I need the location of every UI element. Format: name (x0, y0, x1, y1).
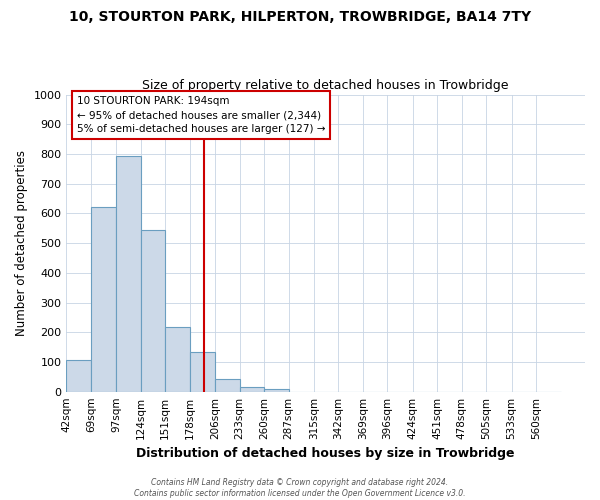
X-axis label: Distribution of detached houses by size in Trowbridge: Distribution of detached houses by size … (136, 447, 515, 460)
Text: 10, STOURTON PARK, HILPERTON, TROWBRIDGE, BA14 7TY: 10, STOURTON PARK, HILPERTON, TROWBRIDGE… (69, 10, 531, 24)
Text: Contains HM Land Registry data © Crown copyright and database right 2024.
Contai: Contains HM Land Registry data © Crown c… (134, 478, 466, 498)
Bar (141, 230, 165, 392)
Y-axis label: Number of detached properties: Number of detached properties (15, 150, 28, 336)
Bar (215, 379, 239, 392)
Bar (264, 389, 289, 392)
Bar (91, 207, 116, 392)
Bar (190, 352, 215, 392)
Bar (165, 326, 190, 392)
Title: Size of property relative to detached houses in Trowbridge: Size of property relative to detached ho… (142, 79, 509, 92)
Bar (67, 360, 91, 392)
Bar (116, 156, 141, 392)
Bar (239, 387, 264, 392)
Text: 10 STOURTON PARK: 194sqm
← 95% of detached houses are smaller (2,344)
5% of semi: 10 STOURTON PARK: 194sqm ← 95% of detach… (77, 96, 325, 134)
